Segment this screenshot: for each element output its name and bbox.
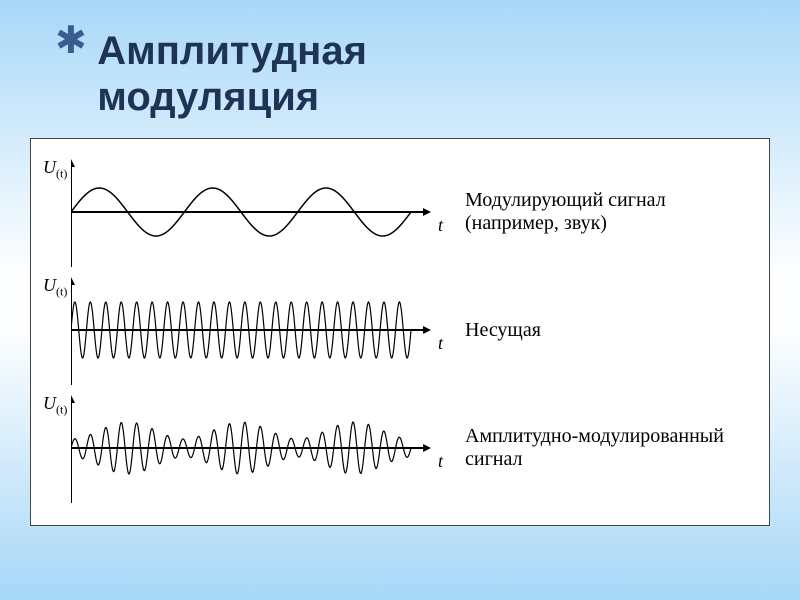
svg-modulating <box>71 157 441 267</box>
plot-modulating: U(t) t <box>41 157 451 267</box>
label-modulated-line2: сигнал <box>465 448 759 471</box>
y-axis-label: U(t) <box>43 157 67 182</box>
svg-modulated <box>71 393 441 503</box>
label-modulating-line1: Модулирующий сигнал <box>465 189 759 212</box>
row-modulated: U(t) t Амплитудно-модулированный сигнал <box>41 389 759 507</box>
y-axis-label: U(t) <box>43 393 67 418</box>
label-modulating-line2: (например, звук) <box>465 212 759 235</box>
label-modulated: Амплитудно-модулированный сигнал <box>451 425 759 471</box>
label-modulated-line1: Амплитудно-модулированный <box>465 425 759 448</box>
y-axis-label: U(t) <box>43 275 67 300</box>
title-line-1: Амплитудная <box>97 28 367 74</box>
bullet-star-icon: ✱ <box>55 22 87 60</box>
slide-title: ✱ Амплитудная модуляция <box>0 0 800 120</box>
label-modulating: Модулирующий сигнал (например, звук) <box>451 189 759 235</box>
plot-carrier: U(t) t <box>41 275 451 385</box>
diagram-frame: U(t) t Модулирующий сигнал (например, зв… <box>30 138 770 526</box>
svg-carrier <box>71 275 441 385</box>
row-carrier: U(t) t Несущая <box>41 271 759 389</box>
title-line-2: модуляция <box>97 74 367 120</box>
title-text: Амплитудная модуляция <box>97 28 367 120</box>
label-carrier-line1: Несущая <box>465 319 759 342</box>
row-modulating: U(t) t Модулирующий сигнал (например, зв… <box>41 153 759 271</box>
plot-modulated: U(t) t <box>41 393 451 503</box>
label-carrier: Несущая <box>451 319 759 342</box>
